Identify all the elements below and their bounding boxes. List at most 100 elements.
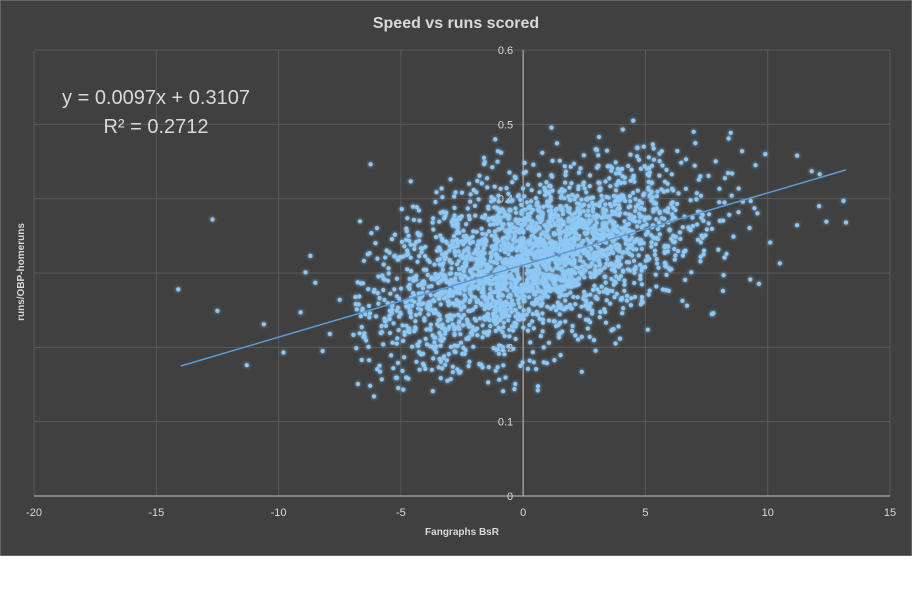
data-point [506,232,511,237]
data-point [607,218,613,223]
data-point [616,324,621,329]
data-point [592,283,597,288]
data-point [507,313,512,318]
data-point [727,212,732,217]
data-point [695,237,701,242]
data-point [519,242,524,247]
data-point [645,230,650,235]
data-point [538,334,544,339]
data-point [447,248,452,253]
data-point [367,311,373,316]
data-point [573,302,578,307]
data-point [639,225,644,230]
data-point [557,158,562,163]
data-point [450,322,455,327]
data-point [689,270,694,275]
data-point [620,127,625,132]
data-point [451,234,456,239]
data-point [587,173,593,178]
data-point [435,311,440,316]
data-point [683,277,688,282]
data-point [664,244,670,249]
data-point [616,203,622,208]
data-point [493,242,499,247]
data-point [488,222,493,227]
data-point [440,326,445,331]
data-point [559,241,564,246]
data-point [437,296,442,301]
data-point [568,236,573,242]
data-point [693,141,698,146]
data-point [594,202,599,207]
data-point [554,308,559,313]
data-point [645,215,650,220]
data-point [508,306,513,311]
data-point [591,237,596,242]
data-point [369,231,374,236]
data-point [458,332,463,337]
data-point [616,179,621,184]
data-point [624,298,630,303]
data-point [644,222,649,227]
data-point [577,258,583,263]
data-point [428,326,433,331]
data-point [617,336,623,341]
data-point [563,319,568,324]
data-point [543,193,548,198]
data-point [706,173,711,178]
data-point [523,245,528,250]
data-point [452,194,457,199]
data-point [517,304,523,310]
data-point [484,299,489,304]
data-point [447,243,452,248]
data-point [713,159,718,164]
data-point [609,261,614,266]
data-point [613,171,619,176]
data-point [281,350,286,355]
data-point [530,312,535,317]
data-point [496,199,501,204]
data-point [627,238,632,243]
data-point [451,244,456,250]
data-point [510,198,515,203]
data-point [386,271,391,276]
data-point [724,251,729,256]
data-point [541,290,546,295]
data-point [383,323,389,328]
data-point [568,164,573,169]
data-point [540,281,546,286]
data-point [606,195,611,200]
data-point [502,314,507,319]
data-point [392,287,397,292]
data-point [361,258,367,263]
data-point [428,322,433,327]
data-point [703,233,708,238]
data-point [435,322,440,327]
data-point [617,210,623,216]
data-point [555,300,561,305]
y-tick-label: 0.6 [498,45,513,57]
data-point [777,261,783,266]
data-point [617,171,622,176]
data-point [466,336,471,341]
data-point [580,271,585,276]
data-point [589,246,594,251]
data-point [740,149,745,154]
data-point [627,268,633,273]
data-point [549,173,554,178]
data-point [495,159,500,164]
data-point [582,218,587,223]
data-point [498,304,503,309]
data-point [562,238,567,244]
data-point [401,338,406,343]
data-point [646,292,651,297]
data-point [493,301,498,306]
data-point [313,280,318,285]
data-point [656,220,662,225]
data-point [619,226,624,231]
data-point [432,262,437,267]
data-point [690,215,695,220]
data-point [544,229,549,234]
data-point [513,314,518,319]
data-point [444,251,449,256]
